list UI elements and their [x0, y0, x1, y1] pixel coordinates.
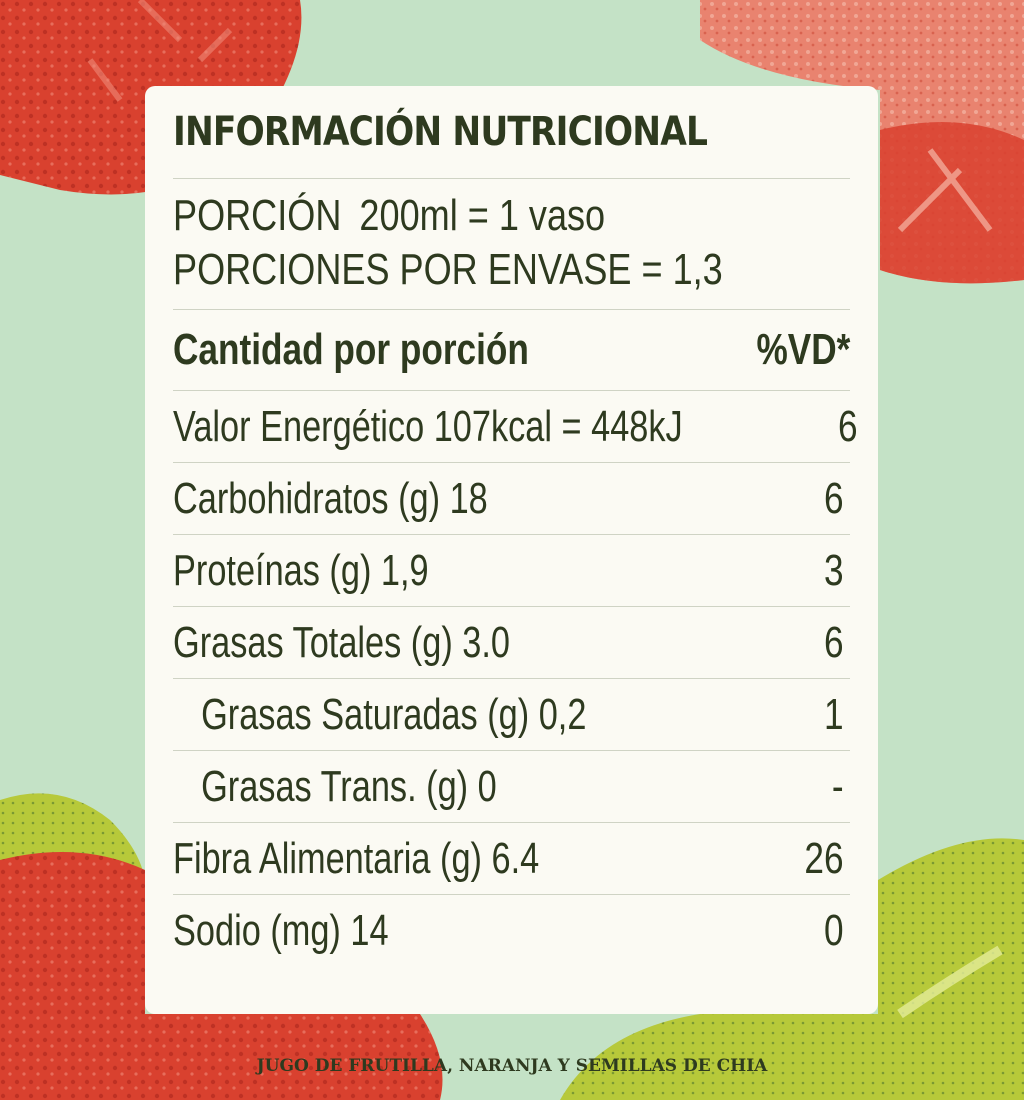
nutrient-name: Grasas Totales (g) 3.0	[173, 617, 511, 667]
divider	[173, 178, 850, 179]
divider	[173, 462, 850, 463]
divider	[173, 390, 850, 391]
nutrient-name: Fibra Alimentaria (g) 6.4	[173, 833, 540, 883]
divider	[173, 606, 850, 607]
portion-value: 200ml = 1 vaso	[359, 191, 606, 240]
panel-title: INFORMACIÓN NUTRICIONAL	[173, 109, 708, 155]
nutrient-dv: 1	[824, 689, 844, 739]
nutrient-name: Valor Energético 107kcal = 448kJ	[173, 401, 683, 451]
nutrient-dv: -	[831, 761, 844, 811]
nutrient-dv: 6	[824, 617, 844, 667]
table-row: Grasas Saturadas (g) 0,2 1	[173, 679, 850, 750]
divider	[173, 894, 850, 895]
nutrient-dv: 0	[824, 905, 844, 955]
divider	[173, 750, 850, 751]
divider	[173, 534, 850, 535]
nutrient-name: Grasas Saturadas (g) 0,2	[201, 689, 587, 739]
nutrient-dv: 26	[804, 833, 844, 883]
table-header: Cantidad por porción %VD*	[173, 310, 850, 390]
portion-info: PORCIÓN 200ml = 1 vaso PORCIONES POR ENVA…	[173, 179, 850, 309]
portion-line: PORCIÓN 200ml = 1 vaso	[173, 189, 728, 243]
portion-label: PORCIÓN	[173, 191, 342, 240]
table-row: Carbohidratos (g) 18 6	[173, 463, 850, 534]
nutrient-dv: 6	[824, 473, 844, 523]
divider	[173, 678, 850, 679]
table-row: Proteínas (g) 1,9 3	[173, 535, 850, 606]
nutrient-dv: 3	[824, 545, 844, 595]
table-row: Valor Energético 107kcal = 448kJ 6	[173, 391, 858, 462]
amount-header: Cantidad por porción	[173, 325, 529, 374]
nutrition-facts-panel: INFORMACIÓN NUTRICIONAL PORCIÓN 200ml = 1…	[145, 86, 878, 1014]
nutrient-name: Proteínas (g) 1,9	[173, 545, 429, 595]
nutrient-name: Carbohidratos (g) 18	[173, 473, 488, 523]
table-row: Sodio (mg) 14 0	[173, 895, 850, 966]
servings-line: PORCIONES POR ENVASE = 1,3	[173, 245, 723, 294]
nutrient-name: Grasas Trans. (g) 0	[201, 761, 497, 811]
table-row: Fibra Alimentaria (g) 6.4 26	[173, 823, 850, 894]
divider	[173, 309, 850, 310]
nutrient-name: Sodio (mg) 14	[173, 905, 389, 955]
table-row: Grasas Totales (g) 3.0 6	[173, 607, 850, 678]
dv-header: %VD*	[756, 325, 850, 374]
product-name-footer: JUGO DE FRUTILLA, NARANJA Y SEMILLAS DE …	[256, 1056, 768, 1076]
nutrient-dv: 6	[838, 401, 859, 451]
divider	[173, 822, 850, 823]
table-row: Grasas Trans. (g) 0 -	[173, 751, 850, 822]
